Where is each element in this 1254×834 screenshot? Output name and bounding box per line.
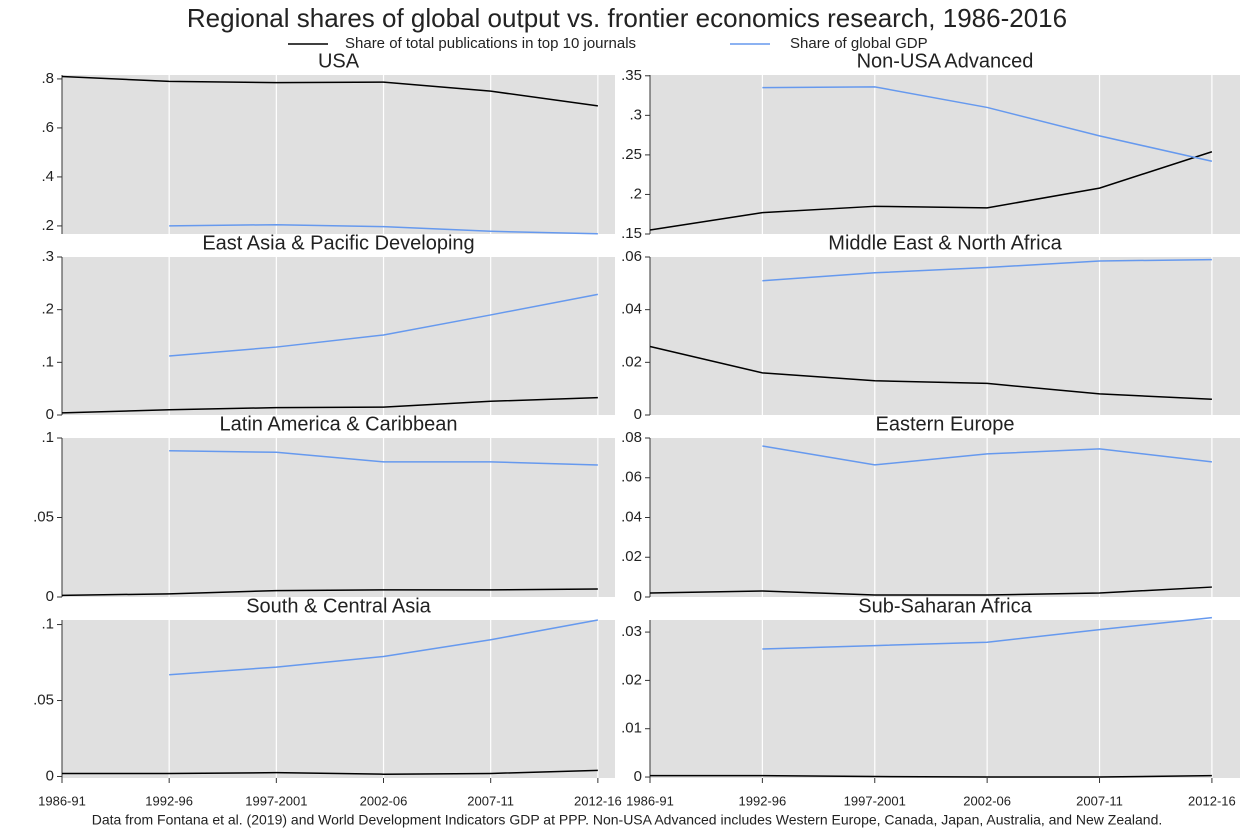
y-tick-label: .1	[41, 616, 54, 633]
y-tick-label: .03	[621, 623, 642, 640]
y-tick-label: .06	[621, 469, 642, 486]
x-tick-label: 1997-2001	[245, 793, 307, 808]
series-line	[61, 396, 598, 414]
series-line	[649, 586, 1212, 596]
series-line	[762, 445, 1212, 466]
panel-title: Sub-Saharan Africa	[858, 595, 1032, 617]
panel-title: USA	[318, 50, 360, 72]
x-tick-label: 1986-91	[38, 793, 86, 808]
y-tick-label: .2	[629, 185, 642, 202]
y-tick-label: .01	[621, 720, 642, 737]
y-tick-label: .4	[41, 168, 54, 185]
y-tick-label: 0	[634, 406, 642, 423]
y-tick-label: .2	[41, 301, 54, 318]
y-tick-label: .1	[41, 353, 54, 370]
x-tick-label: 2012-16	[1188, 793, 1236, 808]
y-tick-label: 0	[46, 406, 54, 423]
y-tick-label: .8	[41, 70, 54, 87]
y-tick-label: .05	[33, 691, 54, 708]
x-tick-label: 2007-11	[467, 793, 514, 808]
y-tick-label: .02	[621, 353, 642, 370]
y-tick-label: .04	[621, 508, 642, 525]
series-line	[762, 86, 1213, 162]
y-tick-label: .3	[41, 248, 54, 265]
series-line	[649, 151, 1213, 231]
x-tick-label: 2012-16	[574, 793, 622, 808]
plot-area	[650, 438, 1240, 597]
plot-area	[62, 257, 615, 415]
x-tick-label: 2002-06	[360, 793, 408, 808]
y-tick-label: 0	[634, 588, 642, 605]
y-tick-label: .08	[621, 429, 642, 446]
x-tick-label: 1992-96	[145, 793, 193, 808]
panel-title: East Asia & Pacific Developing	[202, 232, 474, 254]
x-tick-label: 1986-91	[626, 793, 674, 808]
series-line	[169, 223, 598, 235]
y-tick-label: .3	[629, 106, 642, 123]
panel-title: Eastern Europe	[876, 413, 1015, 435]
y-tick-label: .1	[41, 429, 54, 446]
series-line	[61, 588, 598, 597]
y-tick-label: .02	[621, 548, 642, 565]
y-tick-label: .02	[621, 671, 642, 688]
note: Data from Fontana et al. (2019) and Worl…	[92, 812, 1163, 828]
x-tick-label: 2002-06	[963, 793, 1011, 808]
series-line	[169, 293, 598, 357]
legend-label: Share of global GDP	[790, 35, 928, 52]
y-tick-label: .25	[621, 146, 642, 163]
y-tick-label: .06	[621, 248, 642, 265]
y-tick-label: .35	[621, 67, 642, 84]
plot-area	[650, 75, 1240, 234]
legend-label: Share of total publications in top 10 jo…	[345, 35, 636, 52]
y-tick-label: .2	[41, 217, 54, 234]
series-line	[169, 619, 598, 676]
series-line	[650, 774, 1212, 778]
series-line	[762, 258, 1212, 282]
y-tick-label: 0	[46, 767, 54, 784]
series-line	[61, 75, 598, 107]
y-tick-label: .15	[621, 225, 642, 242]
plot-area	[62, 620, 615, 778]
series-line	[169, 449, 598, 466]
series-line	[62, 769, 598, 775]
y-tick-label: .6	[41, 119, 54, 136]
y-tick-label: .04	[621, 301, 642, 318]
plot-area	[650, 257, 1240, 415]
x-tick-label: 1992-96	[739, 793, 787, 808]
x-tick-label: 2007-11	[1076, 793, 1123, 808]
panel-title: Non-USA Advanced	[857, 50, 1034, 72]
plot-area	[62, 438, 615, 597]
series-line	[762, 616, 1212, 650]
panel-title: South & Central Asia	[246, 595, 431, 617]
y-tick-label: 0	[46, 588, 54, 605]
panel-title: Middle East & North Africa	[828, 232, 1062, 254]
x-tick-label: 1997-2001	[844, 793, 906, 808]
panel-title: Latin America & Caribbean	[220, 413, 458, 435]
y-tick-label: 0	[634, 768, 642, 785]
series-line	[649, 345, 1212, 400]
chart-title: Regional shares of global output vs. fro…	[187, 3, 1067, 33]
plot-area	[62, 75, 615, 234]
y-tick-label: .05	[33, 508, 54, 525]
plot-area	[650, 620, 1240, 778]
